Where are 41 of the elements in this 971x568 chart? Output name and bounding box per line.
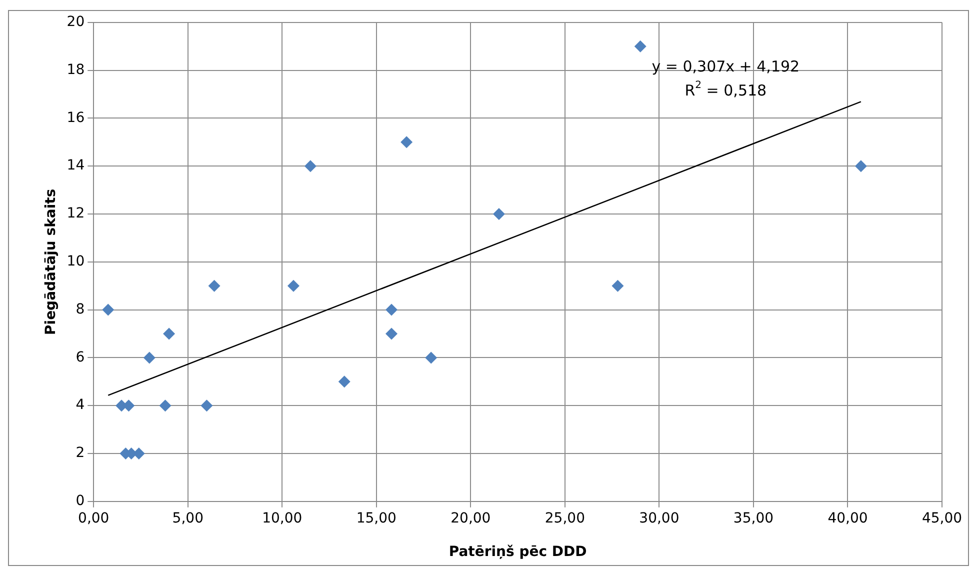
x-tick-label: 35,00 [733, 510, 774, 526]
point [400, 136, 413, 148]
point [854, 160, 867, 172]
point [385, 304, 398, 316]
point [159, 400, 172, 412]
x-tick-label: 30,00 [639, 510, 680, 526]
point [200, 400, 213, 412]
x-tick-label: 10,00 [262, 510, 302, 526]
x-axis-title: Patēriņš pēc DDD [448, 544, 587, 560]
point [143, 352, 156, 364]
y-tick-label: 10 [66, 254, 85, 270]
x-tick-label: 15,00 [356, 510, 396, 526]
point [385, 328, 398, 340]
y-axis-title: Piegādātāju skaits [43, 188, 60, 335]
point [102, 304, 114, 316]
y-tick-label: 6 [76, 349, 85, 366]
point [163, 328, 176, 340]
point [612, 280, 624, 292]
x-tick-label: 45,00 [922, 510, 962, 526]
y-tick-label: 4 [76, 397, 85, 414]
y-tick-label: 14 [66, 158, 85, 174]
x-tick-label: 20,00 [450, 510, 491, 526]
x-tick-label: 25,00 [544, 510, 585, 526]
point [338, 376, 350, 388]
point [425, 352, 438, 364]
x-tick-label: 5,00 [172, 510, 204, 526]
y-tick-label: 8 [76, 301, 85, 318]
point [492, 208, 505, 220]
x-tick-label: 0,00 [78, 510, 110, 526]
y-tick-label: 18 [66, 62, 85, 78]
y-tick-label: 12 [66, 206, 85, 222]
y-tick-label: 16 [66, 110, 85, 126]
y-tick-label: 20 [66, 14, 85, 30]
point [208, 280, 220, 292]
y-tick-label: 2 [76, 445, 85, 462]
x-tick-label: 40,00 [828, 510, 868, 526]
point [634, 40, 646, 52]
y-tick-label: 0 [76, 493, 85, 510]
point [304, 160, 316, 172]
annotation: y = 0,307x + 4,192 [652, 57, 800, 76]
point [287, 280, 300, 292]
